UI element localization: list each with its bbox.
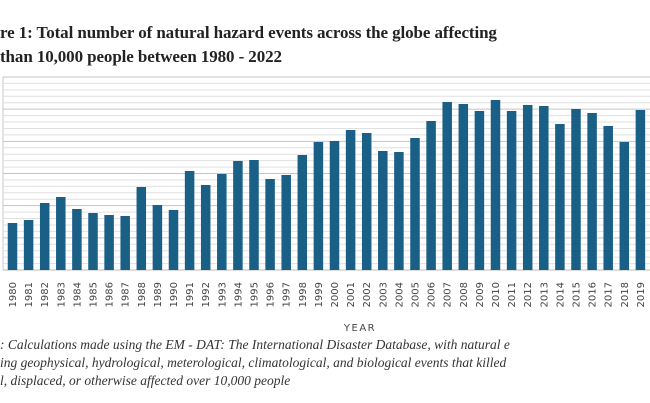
bar-2003 [378, 151, 388, 270]
bar-2010 [490, 100, 501, 270]
x-tick-label: 2012 [523, 282, 534, 307]
x-tick-label: 1988 [137, 282, 148, 307]
bar-1998 [297, 155, 308, 270]
x-tick-label: 2013 [539, 282, 550, 307]
x-tick-label: 2016 [588, 282, 599, 307]
x-tick-label: 1983 [56, 282, 67, 307]
bar-1991 [184, 171, 195, 270]
x-tick-label: 1990 [169, 282, 180, 307]
bar-1980 [7, 223, 18, 270]
x-tick-label: 2017 [604, 282, 615, 307]
bar-2000 [329, 141, 340, 270]
x-tick-label: 1992 [201, 282, 212, 307]
bar-1994 [233, 161, 243, 270]
bar-1995 [249, 160, 259, 270]
bar-2001 [345, 130, 356, 270]
x-tick-label: 1995 [250, 282, 261, 307]
x-tick-label: 1982 [40, 282, 51, 307]
x-tick-label: 2006 [427, 282, 438, 307]
x-tick-label: 2005 [411, 282, 422, 307]
bar-1985 [88, 213, 98, 270]
source-note-line-1: : Calculations made using the EM - DAT: … [0, 337, 510, 352]
bar-2005 [410, 138, 420, 270]
bar-2006 [426, 121, 436, 270]
x-tick-label: 1981 [24, 282, 35, 307]
x-tick-label: 1987 [121, 282, 132, 307]
source-note-line-2: ing geophysical, hydrological, meterolog… [0, 355, 507, 370]
chart-title-line-2: than 10,000 people between 1980 - 2022 [0, 47, 282, 66]
x-tick-label: 1996 [266, 282, 277, 307]
bar-1993 [217, 174, 227, 270]
bar-1990 [168, 210, 179, 270]
bar-1999 [313, 142, 324, 270]
bar-1984 [72, 209, 82, 270]
bar-2017 [603, 126, 613, 270]
x-tick-label: 1997 [282, 282, 293, 307]
bar-2013 [539, 106, 549, 270]
x-tick-label: 2018 [620, 282, 631, 307]
chart-title-line-1: re 1: Total number of natural hazard eve… [0, 23, 497, 42]
bar-2011 [506, 111, 517, 270]
bar-2009 [474, 111, 485, 270]
bar-2012 [522, 105, 533, 270]
x-tick-label: 2001 [346, 282, 357, 307]
bar-1982 [39, 203, 50, 270]
x-tick-label: 2009 [475, 282, 486, 307]
x-tick-label: 1991 [185, 282, 196, 307]
x-tick-label: 2008 [459, 282, 470, 307]
x-tick-label: 1993 [217, 282, 228, 307]
x-tick-label: 2015 [572, 282, 583, 307]
x-tick-labels: 1980 1981 1982 1983 1984 1985 1986 1987 1988 1989… [8, 282, 647, 307]
bar-1996 [265, 179, 275, 270]
bar-2019 [635, 110, 646, 270]
x-tick-label: 1998 [298, 282, 309, 307]
bar-1988 [136, 187, 147, 270]
x-tick-label: 1985 [89, 282, 100, 307]
bar-1983 [56, 197, 66, 270]
x-tick-label: 1984 [72, 282, 83, 307]
x-tick-label: 2007 [443, 282, 454, 307]
bar-2002 [361, 133, 372, 270]
bar-2018 [619, 142, 630, 270]
x-tick-label: 2004 [394, 282, 405, 307]
x-tick-label: 1989 [153, 282, 164, 307]
bar-2007 [442, 102, 452, 270]
bar-2015 [571, 109, 581, 270]
bar-1992 [200, 185, 211, 270]
x-tick-label: 2003 [378, 282, 389, 307]
source-note-line-3: l, displaced, or otherwise affected over… [0, 373, 291, 388]
bar-2014 [555, 124, 565, 270]
bar-2016 [587, 113, 597, 270]
x-tick-label: 1986 [105, 282, 116, 307]
x-tick-label: 1994 [233, 282, 244, 307]
x-tick-label: 2019 [636, 282, 647, 307]
x-axis-label: YEAR [343, 323, 376, 334]
x-tick-label: 1999 [314, 282, 325, 307]
x-tick-label: 2014 [555, 282, 566, 307]
bar-1997 [281, 175, 291, 270]
x-tick-label: 2011 [507, 282, 518, 307]
bar-1989 [152, 205, 163, 270]
bar-1987 [120, 216, 130, 270]
x-tick-label: 2002 [362, 282, 373, 307]
bar-1986 [104, 215, 114, 270]
bar-2004 [394, 152, 404, 270]
x-tick-label: 2000 [330, 282, 341, 307]
bar-1981 [23, 220, 34, 270]
x-tick-label: 2010 [491, 282, 502, 307]
bars [7, 100, 646, 270]
x-tick-label: 1980 [8, 282, 19, 307]
gridlines [2, 76, 650, 271]
bar-2008 [458, 104, 469, 270]
